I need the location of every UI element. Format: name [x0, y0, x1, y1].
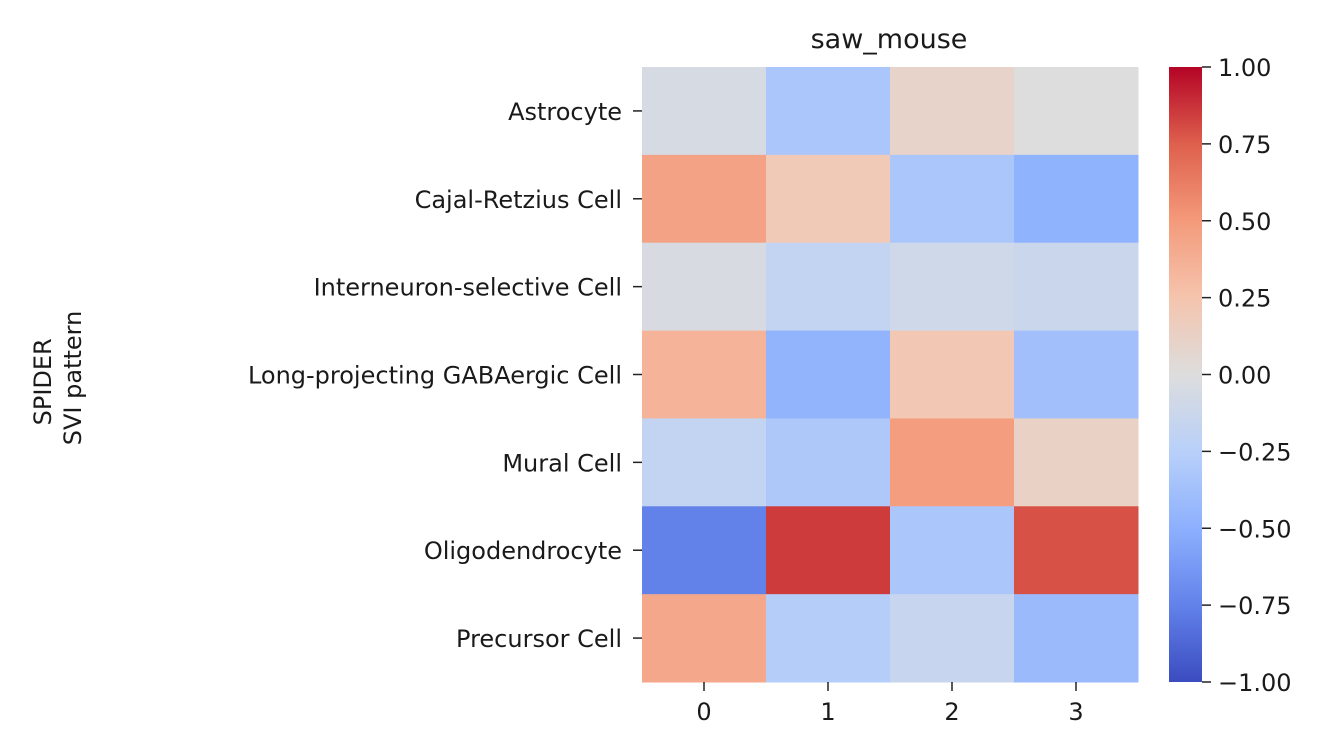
colorbar-tick-label: 0.00 [1218, 362, 1271, 390]
heatmap-cell [766, 594, 891, 683]
y-tick-label: Mural Cell [502, 449, 622, 477]
heatmap-cell [1014, 418, 1139, 507]
heatmap-cell [890, 594, 1015, 683]
y-tick-label: Precursor Cell [456, 625, 622, 653]
heatmap-cell [1014, 506, 1139, 595]
chart-title: saw_mouse [811, 24, 968, 55]
heatmap-cell [1014, 154, 1139, 244]
colorbar-tick-label: 0.75 [1218, 131, 1271, 159]
x-tick-label: 3 [1068, 698, 1083, 726]
heatmap-cell [766, 242, 891, 332]
colorbar-axis: 1.00 0.75 0.50 0.25 0.00 −0.25 −0.50 −0.75 −1.00 [1202, 54, 1292, 697]
heatmap-cell [766, 506, 891, 595]
x-axis: 0 1 2 3 [696, 682, 1084, 726]
y-tick-label: Astrocyte [508, 98, 622, 126]
y-tick-label: Cajal-Retzius Cell [415, 186, 622, 214]
y-axis-label: SPIDER SVI pattern [29, 311, 87, 446]
colorbar-tick-label: 1.00 [1218, 54, 1271, 82]
heatmap-cell [642, 506, 767, 595]
heatmap-cell [642, 418, 767, 507]
colorbar-tick-label: −1.00 [1218, 669, 1292, 697]
heatmap-cell [1014, 67, 1139, 156]
x-tick-label: 1 [820, 698, 835, 726]
x-tick-label: 2 [944, 698, 959, 726]
heatmap-cell [1014, 330, 1139, 419]
heatmap-cell [642, 594, 767, 683]
heatmap-cell [766, 330, 891, 419]
colorbar-tick-label: −0.25 [1218, 438, 1292, 466]
heatmap-cell [890, 154, 1015, 244]
colorbar-tick-label: 0.25 [1218, 285, 1271, 313]
y-tick-label: Long-projecting GABAergic Cell [248, 362, 622, 390]
y-tick-label: Oligodendrocyte [424, 537, 622, 565]
heatmap-cell [1014, 242, 1139, 332]
heatmap-cell [890, 418, 1015, 507]
heatmap-cell [642, 330, 767, 419]
y-axis-label-line-2: SVI pattern [59, 311, 87, 446]
y-axis-label-line-1: SPIDER [29, 338, 57, 425]
y-axis: Astrocyte Cajal-Retzius Cell Interneuron-s… [248, 98, 642, 653]
heatmap-cell [642, 67, 767, 156]
y-tick-label: Interneuron-selective Cell [314, 274, 622, 302]
heatmap-cell [766, 418, 891, 507]
colorbar-tick-label: −0.75 [1218, 592, 1292, 620]
heatmap-cell [890, 506, 1015, 595]
heatmap-cell [766, 67, 891, 156]
heatmap-cell [890, 330, 1015, 419]
colorbar-tick-label: 0.50 [1218, 208, 1271, 236]
heatmap-cell [890, 242, 1015, 332]
x-tick-label: 0 [696, 698, 711, 726]
heatmap-cells [642, 67, 1139, 683]
colorbar [1169, 67, 1202, 682]
heatmap-cell [766, 154, 891, 244]
heatmap-cell [642, 242, 767, 332]
heatmap-cell [1014, 594, 1139, 683]
colorbar-tick-label: −0.50 [1218, 515, 1292, 543]
heatmap-cell [642, 154, 767, 244]
heatmap-cell [890, 67, 1015, 156]
